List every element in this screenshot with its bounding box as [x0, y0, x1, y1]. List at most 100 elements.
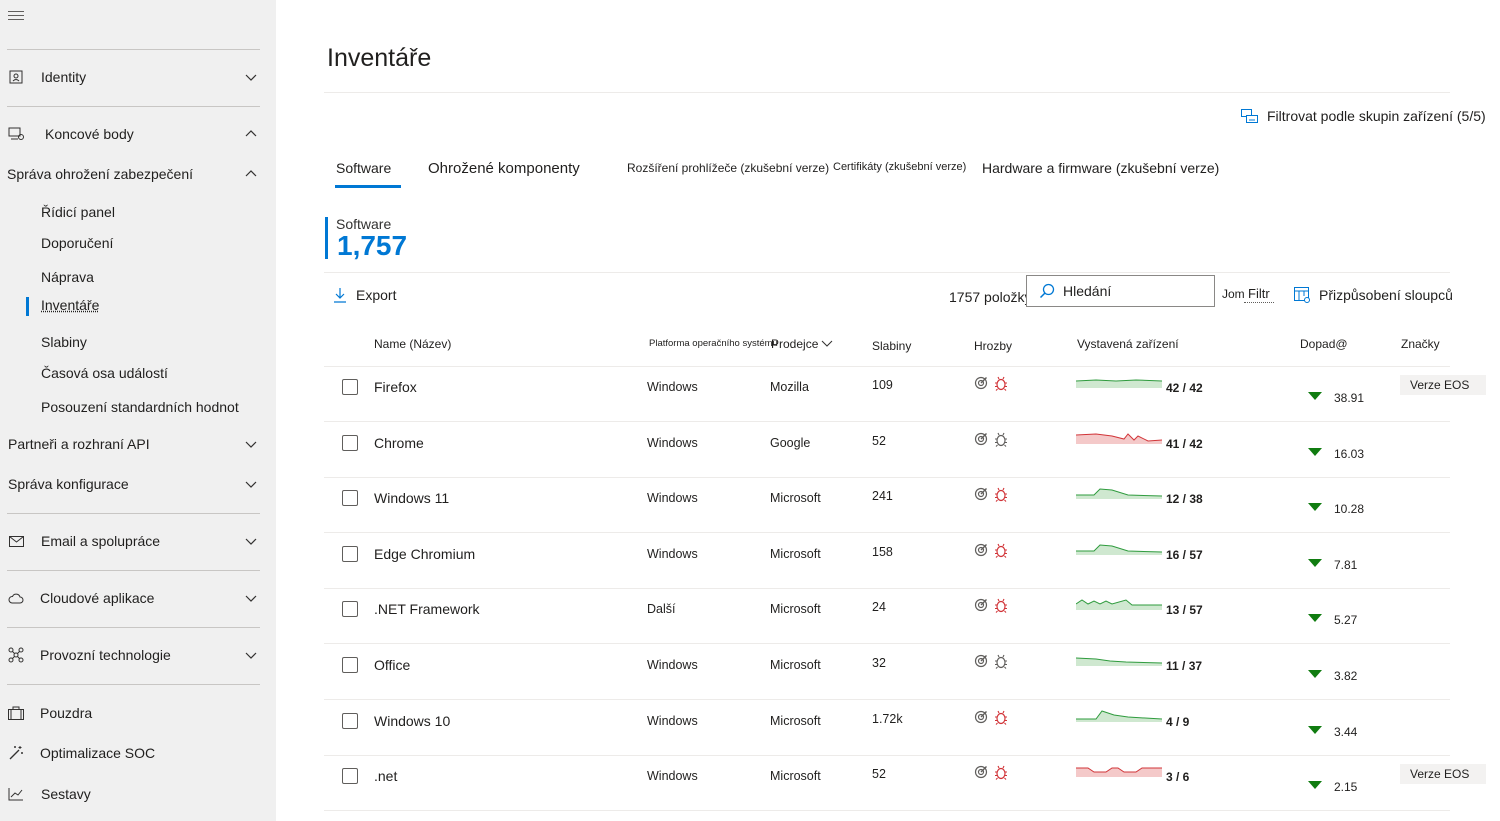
- filter-device-groups-button[interactable]: Filtrovat podle skupin zařízení (5/5): [1241, 108, 1486, 124]
- table-row[interactable]: Chrome Windows Google 52 41 / 42 16.03: [324, 422, 1450, 478]
- column-header-vendor[interactable]: Prodejce: [771, 337, 833, 351]
- arrow-down-icon: [1308, 392, 1322, 400]
- column-header-vendor-label: Prodejce: [771, 337, 819, 351]
- sidebar-item-partners[interactable]: Partneři a rozhraní API: [0, 429, 276, 459]
- row-checkbox[interactable]: [342, 657, 358, 673]
- search-box[interactable]: [1026, 275, 1215, 307]
- impact-score: 5.27: [1308, 603, 1357, 627]
- row-checkbox[interactable]: [342, 379, 358, 395]
- filter-underline: [1244, 302, 1274, 303]
- software-name[interactable]: .NET Framework: [374, 601, 480, 618]
- table-row[interactable]: Windows 11 Windows Microsoft 241 12 / 38…: [324, 477, 1450, 534]
- export-button[interactable]: Export: [333, 287, 396, 303]
- sidebar-item-soc-optimization[interactable]: Optimalizace SOC: [0, 738, 276, 768]
- sidebar-subitem-event-timeline[interactable]: Časová osa událostí: [41, 365, 168, 381]
- devices-icon: [8, 126, 24, 142]
- software-name[interactable]: Chrome: [374, 434, 424, 451]
- chart-icon: [8, 786, 24, 802]
- sidebar-item-identity[interactable]: Identity: [0, 62, 276, 92]
- row-checkbox[interactable]: [342, 434, 358, 451]
- os-platform: Windows: [647, 769, 698, 784]
- exposed-devices: 41 / 42: [1166, 436, 1203, 451]
- threats-icons: [974, 598, 1008, 614]
- tab-vulnerable-components[interactable]: Ohrožené komponenty: [428, 160, 580, 177]
- column-header-impact[interactable]: Dopad@: [1300, 337, 1348, 351]
- table-row[interactable]: Windows 10 Windows Microsoft 1.72k 4 / 9…: [324, 700, 1450, 756]
- tab-certificates[interactable]: Certifikáty (zkušební verze): [833, 161, 967, 173]
- hamburger-menu-icon[interactable]: [8, 11, 24, 21]
- software-name[interactable]: Firefox: [374, 379, 417, 395]
- vendor: Microsoft: [770, 658, 821, 672]
- sidebar-item-config[interactable]: Správa konfigurace: [0, 469, 276, 499]
- sidebar-item-vulnerability-management[interactable]: Správa ohrožení zabezpečení: [0, 159, 276, 189]
- table-row[interactable]: Firefox Windows Mozilla 109 42 / 42 38.9…: [324, 366, 1486, 422]
- exposed-devices: 13 / 57: [1166, 603, 1203, 618]
- chevron-down-icon[interactable]: [244, 70, 258, 84]
- chevron-down-icon[interactable]: [244, 437, 258, 451]
- tab-hardware-firmware[interactable]: Hardware a firmware (zkušební verze): [982, 160, 1220, 176]
- chevron-up-icon[interactable]: [244, 127, 258, 141]
- table-row[interactable]: Edge Chromium Windows Microsoft 158 16 /…: [324, 533, 1450, 589]
- exploit-target-icon: [974, 599, 988, 612]
- weaknesses-count: 24: [872, 600, 886, 615]
- os-platform: Windows: [647, 491, 698, 506]
- tab-software[interactable]: Software: [336, 160, 392, 176]
- chevron-up-icon[interactable]: [244, 167, 258, 181]
- sidebar-subitem-inventories[interactable]: Inventáře: [41, 297, 100, 313]
- software-name[interactable]: Office: [374, 657, 411, 673]
- software-name[interactable]: Edge Chromium: [374, 545, 476, 562]
- tag-badge: Verze EOS: [1400, 764, 1486, 785]
- customize-columns-button[interactable]: Přizpůsobení sloupců: [1294, 287, 1453, 303]
- exposed-devices: 11 / 37: [1166, 659, 1203, 673]
- column-header-tags[interactable]: Značky: [1401, 337, 1440, 351]
- os-platform: Windows: [647, 546, 698, 561]
- chevron-down-icon[interactable]: [244, 591, 258, 605]
- row-checkbox[interactable]: [342, 601, 358, 618]
- chevron-down-icon[interactable]: [244, 477, 258, 491]
- sidebar-subitem-baselines[interactable]: Posouzení standardních hodnot: [41, 399, 239, 415]
- impact-value: 7.81: [1334, 557, 1358, 572]
- impact-value: 38.91: [1334, 391, 1365, 405]
- filter-label: Filtr: [1248, 286, 1270, 301]
- column-header-threats[interactable]: Hrozby: [974, 339, 1013, 353]
- exposure-trend-sparkline: [1075, 376, 1163, 391]
- software-name[interactable]: Windows 10: [374, 712, 451, 729]
- bug-icon: [995, 599, 1007, 614]
- sidebar-item-reports[interactable]: Sestavy: [0, 779, 276, 809]
- filter-button[interactable]: Jom Filtr: [1222, 286, 1270, 301]
- impact-score: 16.03: [1308, 437, 1364, 461]
- exposure-trend-sparkline: [1075, 432, 1163, 447]
- threats-icons: [974, 376, 1008, 391]
- table-row[interactable]: .NET Framework Další Microsoft 24 13 / 5…: [324, 588, 1450, 645]
- table-row[interactable]: .net Windows Microsoft 52 3 / 6 2.15 Ver…: [324, 755, 1486, 812]
- table-row[interactable]: Office Windows Microsoft 32 11 / 37 3.82: [324, 644, 1450, 700]
- device-group-icon: [1241, 108, 1258, 123]
- software-name[interactable]: Windows 11: [374, 490, 450, 507]
- os-platform: Windows: [647, 435, 698, 450]
- sidebar-subitem-recommendations[interactable]: Doporučení: [41, 235, 114, 251]
- software-name[interactable]: .net: [374, 768, 398, 785]
- row-checkbox[interactable]: [342, 712, 358, 729]
- sidebar-subitem-weaknesses[interactable]: Slabiny: [41, 334, 87, 350]
- sidebar-item-operational-tech[interactable]: Provozní technologie: [0, 640, 276, 670]
- sidebar-item-label: Identity: [41, 69, 87, 85]
- column-header-weaknesses[interactable]: Slabiny: [872, 339, 912, 353]
- tab-browser-extensions[interactable]: Rozšíření prohlížeče (zkušební verze): [627, 161, 830, 175]
- sidebar-item-email[interactable]: Email a spolupráce: [0, 526, 276, 556]
- row-checkbox[interactable]: [342, 545, 358, 562]
- chevron-down-icon[interactable]: [244, 648, 258, 662]
- sidebar-subitem-remediation[interactable]: Náprava: [41, 269, 94, 285]
- search-input[interactable]: [1063, 283, 1203, 299]
- column-header-exposed-devices[interactable]: Vystavená zařízení: [1077, 337, 1179, 351]
- sidebar-subitem-dashboard[interactable]: Řídicí panel: [41, 204, 115, 220]
- sidebar-item-endpoints[interactable]: Koncové body: [0, 119, 276, 149]
- row-checkbox[interactable]: [342, 490, 358, 507]
- column-header-os[interactable]: Platforma operačního systému: [649, 338, 778, 349]
- threats-icons: [974, 543, 1008, 558]
- sidebar-item-cases[interactable]: Pouzdra: [0, 698, 276, 728]
- chevron-down-icon[interactable]: [244, 534, 258, 548]
- row-checkbox[interactable]: [342, 768, 358, 785]
- exploit-target-icon: [974, 543, 988, 556]
- sidebar-item-cloud-apps[interactable]: Cloudové aplikace: [0, 583, 276, 613]
- column-header-name[interactable]: Name (Název): [374, 337, 452, 351]
